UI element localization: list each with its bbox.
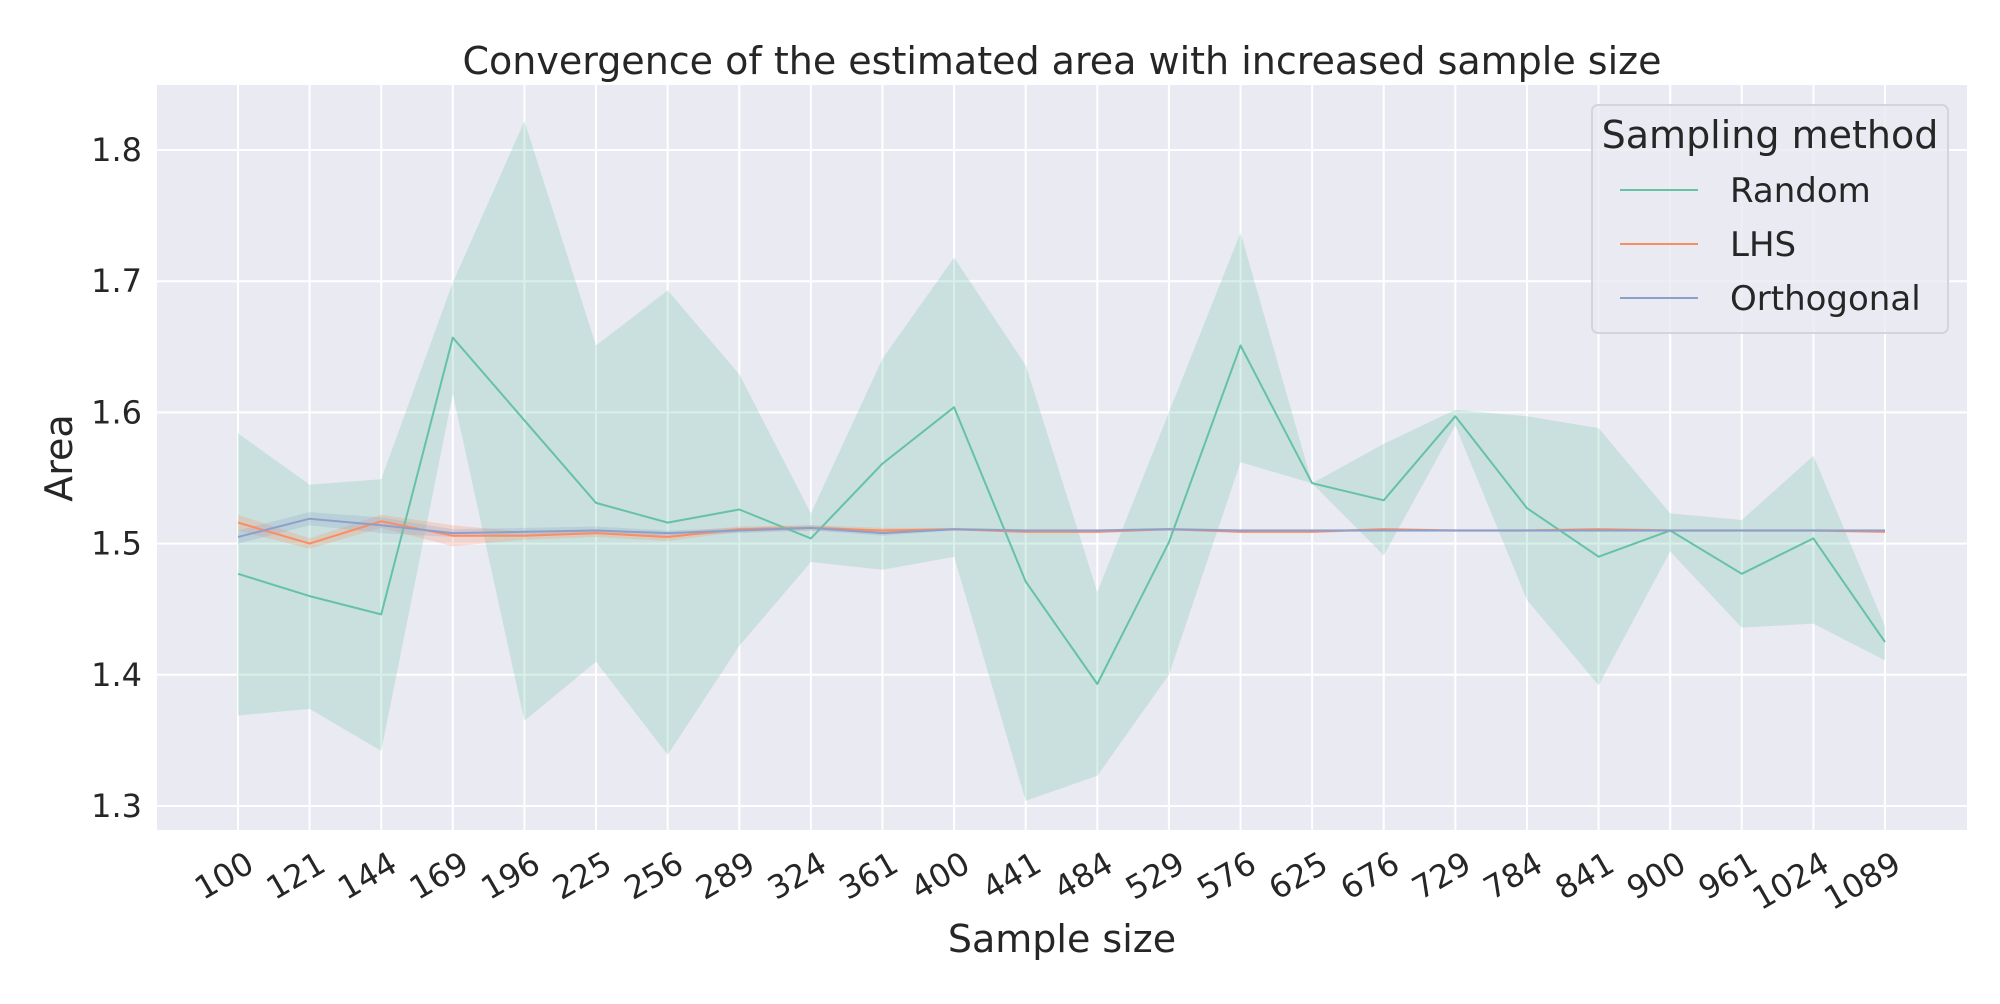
x-tick-label: 576 bbox=[1191, 844, 1263, 907]
series-lines bbox=[237, 336, 1886, 685]
x-tick-label: 256 bbox=[618, 844, 690, 907]
legend-title: Sampling method bbox=[1602, 113, 1939, 157]
y-tick-label: 1.4 bbox=[91, 656, 142, 694]
x-tick-label: 169 bbox=[403, 844, 475, 907]
x-axis-label: Sample size bbox=[948, 917, 1176, 961]
y-tick-label: 1.6 bbox=[91, 393, 142, 431]
x-tick-label: 900 bbox=[1620, 844, 1692, 907]
x-tick-label: 484 bbox=[1047, 844, 1119, 907]
series-line-lhs bbox=[237, 520, 1886, 545]
x-tick-label: 1024 bbox=[1746, 844, 1836, 918]
legend-box bbox=[1591, 104, 1949, 334]
y-axis-label: Area bbox=[37, 414, 81, 501]
x-tick-label: 225 bbox=[546, 844, 618, 907]
band-random bbox=[238, 121, 1885, 801]
x-tick-label: 324 bbox=[761, 844, 833, 907]
legend-entries: Random LHS Orthogonal bbox=[1620, 171, 1921, 319]
band-orthogonal bbox=[238, 512, 1885, 544]
x-tick-label: 361 bbox=[833, 844, 905, 907]
x-tick-label: 625 bbox=[1262, 844, 1334, 907]
y-tick-label: 1.7 bbox=[91, 262, 142, 300]
x-axis-ticks: 100 121 144 169 196 225 256 289 324 361 400 441 484 5… bbox=[188, 844, 1907, 918]
x-tick-label: 441 bbox=[976, 844, 1048, 907]
x-tick-label: 729 bbox=[1405, 844, 1477, 907]
x-tick-label: 1089 bbox=[1817, 844, 1907, 918]
chart-title: Convergence of the estimated area with i… bbox=[463, 39, 1662, 83]
x-tick-label: 676 bbox=[1334, 844, 1406, 907]
series-line-orthogonal bbox=[237, 517, 1885, 538]
x-tick-label: 784 bbox=[1477, 844, 1549, 907]
x-tick-label: 529 bbox=[1119, 844, 1191, 907]
x-tick-label: 400 bbox=[904, 844, 976, 907]
x-tick-label: 841 bbox=[1549, 844, 1621, 907]
x-tick-label: 100 bbox=[188, 844, 260, 907]
y-axis-ticks: 1.3 1.4 1.5 1.6 1.7 1.8 bbox=[91, 131, 142, 825]
x-tick-label: 289 bbox=[689, 844, 761, 907]
x-tick-label: 121 bbox=[260, 844, 332, 907]
x-tick-label: 196 bbox=[475, 844, 547, 907]
y-tick-label: 1.8 bbox=[91, 131, 142, 169]
grid-lines bbox=[157, 85, 1967, 830]
y-tick-label: 1.3 bbox=[91, 787, 142, 825]
legend-label-lhs: LHS bbox=[1730, 225, 1796, 265]
legend-label-random: Random bbox=[1730, 171, 1871, 211]
series-line-random bbox=[237, 336, 1886, 685]
legend: Sampling method Random LHS Orthogonal bbox=[1591, 104, 1949, 334]
x-tick-label: 144 bbox=[331, 844, 403, 907]
y-tick-label: 1.5 bbox=[91, 525, 142, 563]
legend-label-orthogonal: Orthogonal bbox=[1730, 279, 1921, 319]
